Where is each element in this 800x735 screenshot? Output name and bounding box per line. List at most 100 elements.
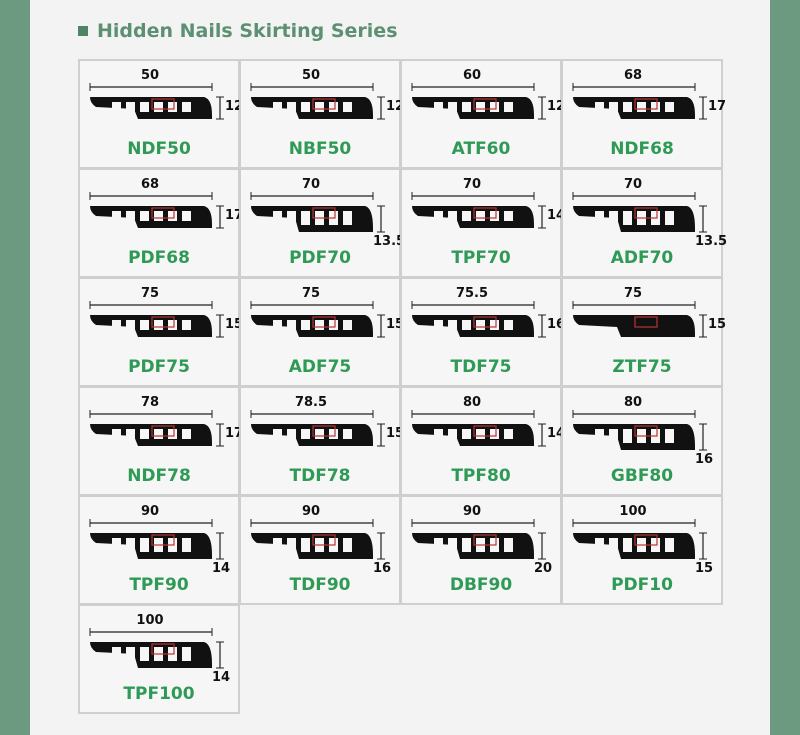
width-dimension: 70 xyxy=(301,177,321,192)
profile-drawing xyxy=(250,83,385,120)
profile-drawing xyxy=(89,628,224,669)
section-title: Hidden Nails Skirting Series xyxy=(78,20,398,42)
product-code: NBF50 xyxy=(288,139,352,159)
width-dimension: 75 xyxy=(140,286,160,301)
product-code: TDF90 xyxy=(289,575,351,595)
profile-drawing xyxy=(250,519,385,560)
profile-drawing xyxy=(89,519,224,560)
product-code: TPF70 xyxy=(451,248,511,268)
profile-drawing xyxy=(89,192,224,229)
width-dimension: 68 xyxy=(623,68,643,83)
height-dimension: 17 xyxy=(708,99,727,114)
width-dimension: 80 xyxy=(462,395,482,410)
width-dimension: 70 xyxy=(623,177,643,192)
width-dimension: 60 xyxy=(462,68,482,83)
height-dimension: 12 xyxy=(386,99,405,114)
height-dimension: 15 xyxy=(386,317,405,332)
product-cell: 75 15 ZTF75 xyxy=(561,277,727,387)
product-cell: 90 14 TPF90 xyxy=(78,495,240,605)
height-dimension: 15 xyxy=(695,561,714,576)
width-dimension: 78 xyxy=(140,395,160,410)
product-cell: 70 14 TPF70 xyxy=(400,168,565,278)
height-dimension: 13.5 xyxy=(373,234,406,249)
product-code: PDF75 xyxy=(128,357,190,377)
product-code: ADF75 xyxy=(288,357,352,377)
product-code: TPF90 xyxy=(129,575,189,595)
width-dimension: 90 xyxy=(140,504,160,519)
product-code: TPF80 xyxy=(451,466,511,486)
width-dimension: 75 xyxy=(623,286,643,301)
profile-drawing xyxy=(572,410,707,451)
height-dimension: 15 xyxy=(225,317,244,332)
width-dimension: 90 xyxy=(462,504,482,519)
product-grid: 50 12 NDF50 50 12 NBF50 60 12 ATF60 68 1… xyxy=(78,59,727,714)
product-cell: 80 16 GBF80 xyxy=(561,386,723,496)
width-dimension: 50 xyxy=(140,68,160,83)
width-dimension: 90 xyxy=(301,504,321,519)
product-cell: 70 13.5 ADF70 xyxy=(561,168,727,278)
profile-drawing xyxy=(572,519,707,560)
product-code: TDF75 xyxy=(450,357,512,377)
product-code: ADF70 xyxy=(610,248,674,268)
product-code: NDF68 xyxy=(610,139,674,159)
product-cell: 75 15 PDF75 xyxy=(78,277,244,387)
width-dimension: 100 xyxy=(136,613,164,628)
product-code: PDF10 xyxy=(611,575,673,595)
product-code: GBF80 xyxy=(610,466,674,486)
height-dimension: 15 xyxy=(386,426,405,441)
profile-drawing xyxy=(411,83,546,120)
profile-drawing xyxy=(411,519,546,560)
height-dimension: 14 xyxy=(212,670,231,685)
product-code: TDF78 xyxy=(289,466,351,486)
product-code: NDF50 xyxy=(127,139,191,159)
product-code: PDF68 xyxy=(128,248,190,268)
profile-drawing xyxy=(572,83,707,120)
profile-drawing xyxy=(89,301,224,338)
product-cell: 78.5 15 TDF78 xyxy=(239,386,405,496)
product-cell: 80 14 TPF80 xyxy=(400,386,566,496)
product-cell: 68 17 NDF68 xyxy=(561,59,727,169)
product-cell: 70 13.5 PDF70 xyxy=(239,168,405,278)
height-dimension: 13.5 xyxy=(695,234,728,249)
width-dimension: 80 xyxy=(623,395,643,410)
width-dimension: 50 xyxy=(301,68,321,83)
product-cell: 75.5 16 TDF75 xyxy=(400,277,566,387)
height-dimension: 14 xyxy=(212,561,231,576)
product-cell: 68 17 PDF68 xyxy=(78,168,243,278)
product-cell: 50 12 NBF50 xyxy=(239,59,405,169)
width-dimension: 68 xyxy=(140,177,160,192)
profile-drawing xyxy=(572,301,707,338)
product-cell: 100 14 TPF100 xyxy=(78,604,240,714)
catalog-panel: Hidden Nails Skirting Series 50 12 NDF50… xyxy=(30,0,770,735)
height-dimension: 12 xyxy=(225,99,244,114)
profile-drawing xyxy=(411,301,546,338)
profile-drawing xyxy=(250,301,385,338)
height-dimension: 16 xyxy=(373,561,392,576)
product-cell: 100 15 PDF10 xyxy=(561,495,723,605)
profile-drawing xyxy=(411,410,546,447)
profile-drawing xyxy=(572,192,707,233)
square-bullet-icon xyxy=(78,26,88,36)
height-dimension: 16 xyxy=(547,317,566,332)
width-dimension: 75 xyxy=(301,286,321,301)
product-code: PDF70 xyxy=(289,248,351,268)
width-dimension: 70 xyxy=(462,177,482,192)
height-dimension: 20 xyxy=(534,561,553,576)
product-cell: 90 20 DBF90 xyxy=(400,495,562,605)
product-code: NDF78 xyxy=(127,466,191,486)
height-dimension: 15 xyxy=(708,317,727,332)
product-cell: 50 12 NDF50 xyxy=(78,59,244,169)
profile-drawing xyxy=(89,83,224,120)
product-code: DBF90 xyxy=(449,575,513,595)
profile-drawing xyxy=(250,192,385,233)
section-title-text: Hidden Nails Skirting Series xyxy=(97,20,398,42)
height-dimension: 12 xyxy=(547,99,566,114)
height-dimension: 17 xyxy=(225,426,244,441)
profile-drawing xyxy=(89,410,224,447)
product-cell: 90 16 TDF90 xyxy=(239,495,401,605)
product-cell: 78 17 NDF78 xyxy=(78,386,244,496)
product-cell: 60 12 ATF60 xyxy=(400,59,566,169)
height-dimension: 14 xyxy=(547,426,566,441)
product-code: ZTF75 xyxy=(612,357,672,377)
height-dimension: 16 xyxy=(695,452,714,467)
